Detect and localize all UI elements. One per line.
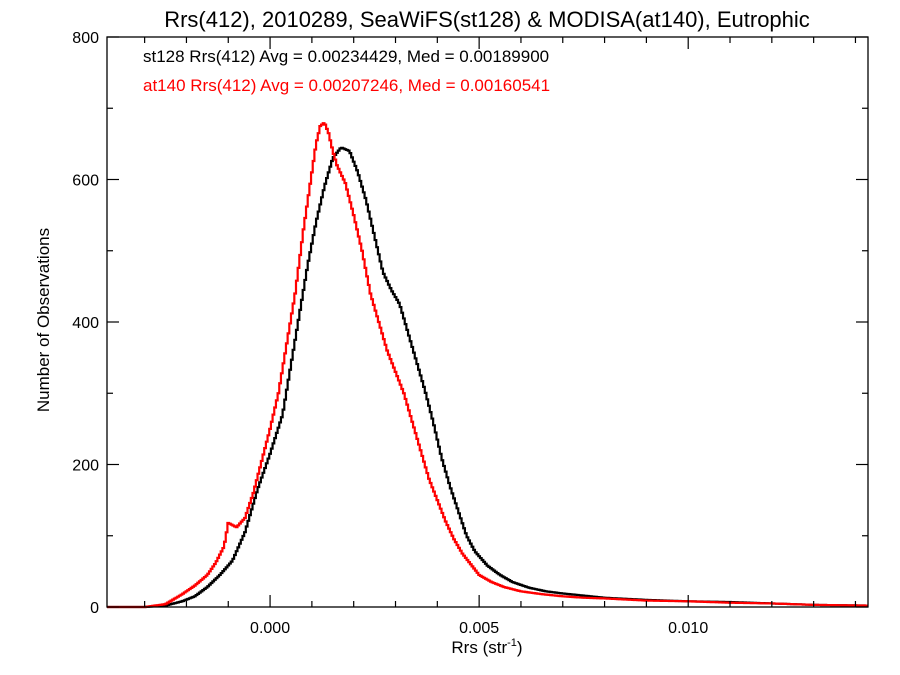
y-tick-label: 400 [72, 315, 99, 332]
plot-frame [106, 36, 869, 608]
y-tick-label: 200 [72, 458, 99, 475]
legend-entry-st128: st128 Rrs(412) Avg = 0.00234429, Med = 0… [143, 47, 549, 66]
x-axis-label-close: ) [517, 638, 523, 657]
axis-layer: 0.000 0.005 0.010 0 200 400 600 800 [72, 30, 868, 637]
x-axis-label-exponent: -1 [507, 637, 517, 649]
x-axis-label-base: Rrs (str [451, 638, 507, 657]
x-tick-label: 0.005 [459, 620, 499, 637]
x-tick-label: 0.010 [668, 620, 708, 637]
plot-area: 0.000 0.005 0.010 0 200 400 600 800 [72, 30, 869, 637]
y-axis-label: Number of Observations [34, 228, 53, 412]
y-tick-label: 0 [90, 600, 99, 617]
series-line-1 [107, 122, 868, 609]
series-layer [107, 122, 868, 609]
chart-title: Rrs(412), 2010289, SeaWiFS(st128) & MODI… [164, 7, 810, 32]
y-tick-label: 800 [72, 30, 99, 47]
x-axis-label: Rrs (str-1) [451, 637, 522, 657]
legend: st128 Rrs(412) Avg = 0.00234429, Med = 0… [143, 47, 550, 95]
series-line-0 [107, 146, 868, 609]
x-tick-label: 0.000 [250, 620, 290, 637]
legend-entry-at140: at140 Rrs(412) Avg = 0.00207246, Med = 0… [143, 76, 550, 95]
y-tick-label: 600 [72, 173, 99, 190]
